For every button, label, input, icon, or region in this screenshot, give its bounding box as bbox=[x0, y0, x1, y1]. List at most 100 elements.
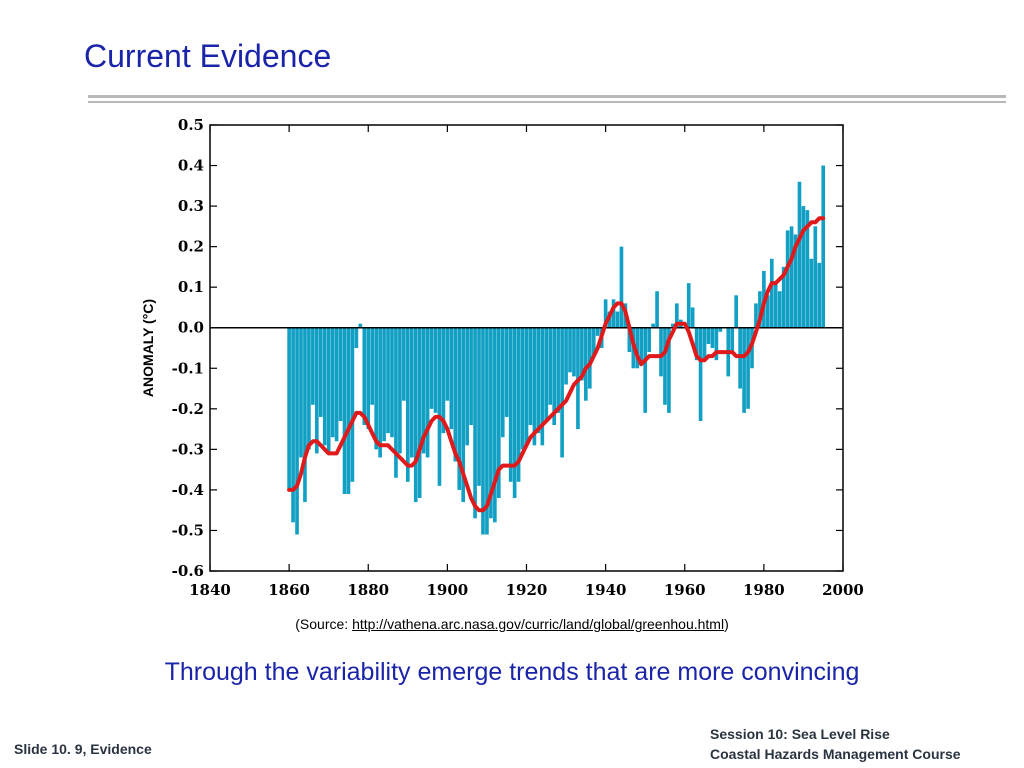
bar-1891 bbox=[409, 327, 414, 458]
bar-1957 bbox=[671, 323, 675, 328]
bar-1860 bbox=[287, 327, 291, 490]
course-info: Session 10: Sea Level Rise Coastal Hazar… bbox=[710, 724, 961, 764]
x-tick-label: 1980 bbox=[743, 581, 785, 599]
bar-1921 bbox=[528, 327, 533, 426]
bar-1930 bbox=[564, 327, 568, 385]
bar-1909 bbox=[481, 327, 485, 535]
bar-1951 bbox=[647, 327, 651, 353]
bar-1890 bbox=[405, 327, 410, 482]
bar-1911 bbox=[489, 327, 493, 519]
bar-1863 bbox=[299, 327, 303, 458]
bar-1953 bbox=[655, 291, 659, 328]
bar-1986 bbox=[785, 230, 790, 328]
source-link[interactable]: http://vathena.arc.nasa.gov/curric/land/… bbox=[352, 616, 725, 632]
y-tick-label: 0.2 bbox=[178, 238, 204, 256]
bar-1870 bbox=[326, 327, 331, 454]
bar-1913 bbox=[496, 327, 501, 499]
bar-1887 bbox=[394, 327, 398, 478]
bar-1972 bbox=[730, 327, 735, 353]
temperature-anomaly-chart: 0.5 0.4 0.3 0.2 0.1 0.0 -0.1 -0.2 -0.3 -0.4 -0.5 -0… bbox=[133, 118, 877, 612]
bar-1884 bbox=[382, 327, 386, 442]
bar-1987 bbox=[789, 226, 794, 328]
bar-1931 bbox=[568, 327, 572, 373]
slide-number: Slide 10. 9, Evidence bbox=[14, 741, 152, 757]
bar-1963 bbox=[694, 327, 699, 361]
bar-1861 bbox=[291, 327, 295, 523]
bar-1938 bbox=[595, 327, 600, 336]
y-tick-label: 0.4 bbox=[178, 157, 204, 175]
y-tick-label: -0.4 bbox=[172, 481, 204, 499]
bar-1867 bbox=[314, 327, 319, 454]
source-citation: (Source: http://vathena.arc.nasa.gov/cur… bbox=[0, 616, 1024, 632]
bar-1985 bbox=[781, 266, 786, 328]
bar-1916 bbox=[508, 327, 513, 482]
bar-1893 bbox=[417, 327, 422, 499]
y-axis-label: ANOMALY (°C) bbox=[140, 299, 156, 397]
bar-1898 bbox=[437, 327, 442, 486]
y-tick-label: -0.3 bbox=[172, 440, 204, 458]
bar-1965 bbox=[702, 327, 707, 361]
x-tick-label: 1900 bbox=[427, 581, 469, 599]
bar-1914 bbox=[500, 327, 505, 438]
bar-1956 bbox=[667, 327, 671, 413]
title-divider-bottom bbox=[88, 101, 1006, 103]
bar-1910 bbox=[485, 327, 489, 535]
bar-1992 bbox=[809, 258, 814, 328]
bar-1940 bbox=[603, 299, 608, 328]
y-axis: 0.5 0.4 0.3 0.2 0.1 0.0 -0.1 -0.2 -0.3 -0.4 -0.5 -0… bbox=[172, 118, 843, 580]
slide-title: Current Evidence bbox=[84, 38, 332, 74]
bar-1919 bbox=[520, 327, 525, 450]
bar-1906 bbox=[469, 327, 473, 426]
bar-1932 bbox=[572, 327, 576, 377]
bar-1934 bbox=[580, 327, 584, 381]
bar-1984 bbox=[777, 291, 782, 328]
bar-1942 bbox=[611, 299, 616, 328]
y-tick-label: -0.6 bbox=[172, 562, 204, 580]
y-tick-label: 0.1 bbox=[178, 278, 204, 296]
bar-1935 bbox=[584, 327, 588, 401]
x-tick-label: 1960 bbox=[664, 581, 706, 599]
bar-1918 bbox=[516, 327, 521, 482]
bar-1868 bbox=[318, 327, 323, 417]
y-tick-label: 0.5 bbox=[178, 118, 204, 134]
bar-1924 bbox=[540, 327, 545, 446]
bar-1964 bbox=[698, 327, 703, 421]
bar-1995 bbox=[821, 165, 826, 328]
bar-1958 bbox=[675, 303, 679, 328]
bar-1908 bbox=[477, 327, 481, 486]
x-tick-label: 2000 bbox=[822, 581, 864, 599]
bar-1975 bbox=[742, 327, 746, 413]
bar-1922 bbox=[532, 327, 537, 446]
bar-1936 bbox=[587, 327, 592, 389]
bar-series bbox=[287, 165, 826, 535]
bar-1929 bbox=[560, 327, 564, 458]
bar-1928 bbox=[556, 327, 560, 413]
bar-1894 bbox=[421, 327, 426, 454]
bar-1927 bbox=[552, 327, 557, 426]
x-tick-label: 1920 bbox=[506, 581, 548, 599]
bar-1973 bbox=[734, 295, 739, 328]
bar-1920 bbox=[524, 327, 529, 446]
bar-1948 bbox=[635, 327, 640, 369]
bar-1943 bbox=[615, 311, 620, 328]
bar-1925 bbox=[544, 327, 549, 421]
y-tick-label: -0.1 bbox=[172, 359, 204, 377]
bar-1897 bbox=[433, 327, 438, 413]
bar-1915 bbox=[504, 327, 509, 417]
bar-1879 bbox=[362, 327, 367, 426]
bar-1993 bbox=[813, 226, 818, 328]
bar-1978 bbox=[754, 303, 758, 328]
bar-1865 bbox=[307, 327, 311, 450]
bar-1896 bbox=[429, 327, 434, 409]
bar-1866 bbox=[311, 327, 315, 405]
title-divider-top bbox=[88, 95, 1006, 98]
bar-1881 bbox=[370, 327, 375, 405]
source-prefix: (Source: bbox=[295, 616, 353, 632]
bar-1974 bbox=[738, 327, 742, 389]
bar-1976 bbox=[746, 327, 750, 409]
trend-line bbox=[287, 216, 826, 513]
bar-1990 bbox=[801, 206, 806, 328]
bar-1961 bbox=[686, 283, 691, 328]
bar-1926 bbox=[548, 327, 553, 405]
bar-1950 bbox=[643, 327, 648, 413]
